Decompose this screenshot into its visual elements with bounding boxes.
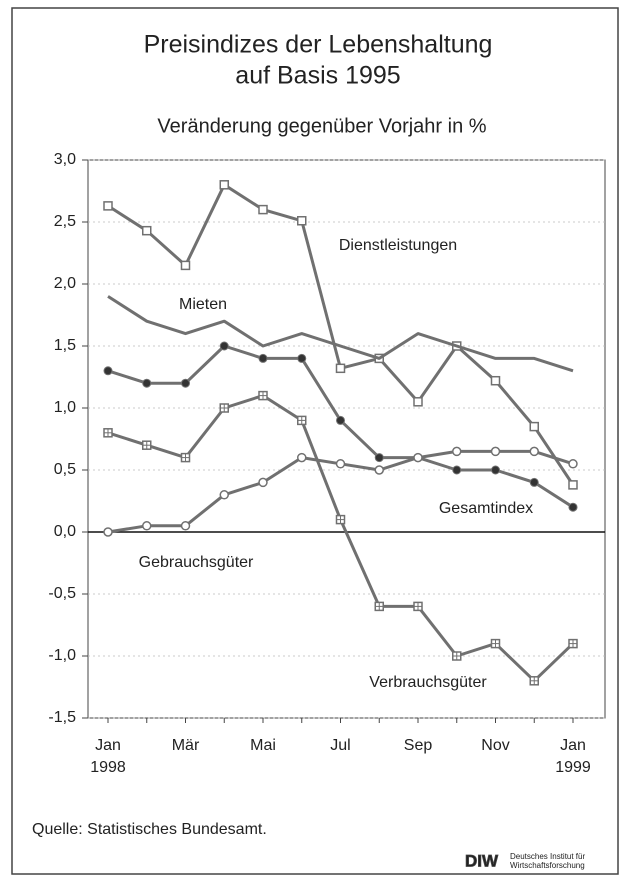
marker xyxy=(297,452,307,463)
chart-title: auf Basis 1995 xyxy=(235,62,400,90)
marker xyxy=(490,446,501,457)
y-tick-label: 1,5 xyxy=(54,337,76,354)
line xyxy=(107,394,575,683)
line xyxy=(107,183,575,486)
series-label: Mieten xyxy=(179,296,227,313)
marker xyxy=(452,465,462,475)
frame xyxy=(11,7,619,875)
x-tick-label: Mai xyxy=(250,737,276,754)
marker xyxy=(529,446,539,457)
y-tick-label: 2,5 xyxy=(54,213,76,230)
marker xyxy=(181,378,190,388)
y-tick-label: -1,5 xyxy=(48,709,76,726)
marker xyxy=(490,375,501,386)
logo-text: Deutsches Institut für xyxy=(510,852,585,861)
marker xyxy=(142,378,152,388)
marker xyxy=(297,216,307,226)
marker xyxy=(219,180,229,190)
marker xyxy=(219,490,229,500)
x-tick-label: Jan 1999 xyxy=(555,737,591,776)
marker xyxy=(258,204,268,215)
chart-title: Preisindizes der Lebenshaltung xyxy=(144,31,493,59)
marker xyxy=(374,465,384,475)
series-label: Gesamtindex xyxy=(439,500,533,517)
plot-area xyxy=(87,159,606,719)
marker xyxy=(180,521,191,531)
x-tick-label: Nov xyxy=(481,737,510,754)
y-tick-label: 1,0 xyxy=(54,399,76,416)
marker xyxy=(142,521,152,531)
y-tick-label: -1,0 xyxy=(48,647,76,664)
marker xyxy=(529,421,539,432)
y-tick-label: 3,0 xyxy=(54,151,76,168)
logo-text: Wirtschaftsforschung xyxy=(510,861,585,870)
marker xyxy=(491,465,500,475)
marker xyxy=(258,353,268,363)
x-tick-label: Mär xyxy=(171,737,200,754)
series-label: Gebrauchsgüter xyxy=(139,554,254,571)
logo: DIW xyxy=(465,851,499,870)
x-tick-label: Jan 1998 xyxy=(90,737,126,776)
y-tick-label: 2,0 xyxy=(54,275,76,292)
marker xyxy=(568,480,578,490)
marker xyxy=(568,459,578,469)
marker xyxy=(568,502,578,512)
marker xyxy=(452,446,462,457)
marker xyxy=(297,353,307,363)
marker xyxy=(413,397,423,407)
marker xyxy=(529,477,539,487)
marker xyxy=(335,459,346,469)
marker xyxy=(413,452,423,463)
marker xyxy=(336,415,345,425)
series-label: Verbrauchsgüter xyxy=(369,674,487,691)
marker xyxy=(219,341,229,351)
marker xyxy=(142,225,152,236)
x-tick-label: Sep xyxy=(403,737,433,754)
marker xyxy=(103,366,113,376)
marker xyxy=(374,453,384,463)
series-label: Dienstleistungen xyxy=(339,237,457,254)
y-tick-label: 0,5 xyxy=(54,461,76,478)
marker xyxy=(103,201,113,211)
y-tick-label: 0,0 xyxy=(54,523,76,540)
marker xyxy=(180,260,191,271)
chart-subtitle: Veränderung gegenüber Vorjahr in % xyxy=(157,115,486,137)
marker xyxy=(335,363,346,374)
marker xyxy=(103,527,113,537)
x-tick-label: Jul xyxy=(330,737,351,754)
source: Quelle: Statistisches Bundesamt. xyxy=(32,821,267,838)
line xyxy=(107,295,574,373)
y-tick-label: -0,5 xyxy=(48,585,76,602)
marker xyxy=(258,477,268,488)
